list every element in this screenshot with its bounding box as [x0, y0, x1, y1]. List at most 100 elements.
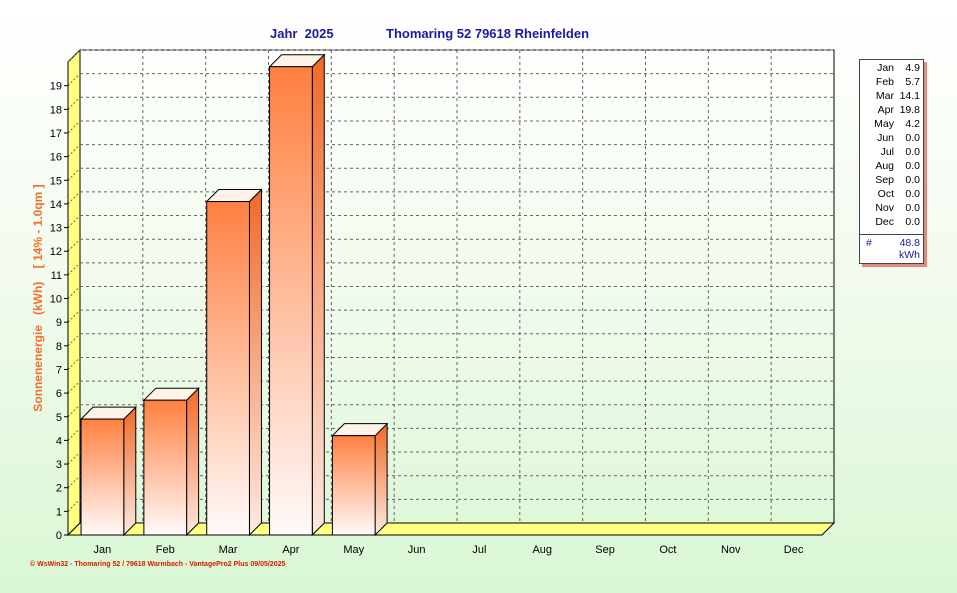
gridline-side: [67, 404, 81, 418]
gridline-side: [67, 333, 81, 347]
bar-jan: [79, 405, 137, 537]
y-tick-label: 18: [50, 104, 62, 116]
gridline-side: [67, 475, 81, 489]
value-legend: Jan 4.9 Feb 5.7 Mar 14.1 Apr 19.8 May 4.2 Jun 0.0 Ju…: [859, 59, 924, 264]
legend-total-value: 48.8: [899, 237, 920, 249]
bar-may: [331, 422, 389, 537]
legend-row: Jun 0.0: [860, 132, 923, 146]
legend-value: 0.0: [905, 174, 920, 186]
x-tick-label: Mar: [219, 544, 238, 556]
bar-front: [331, 435, 376, 536]
legend-row: May 4.2: [860, 118, 923, 132]
legend-row: Nov 0.0: [860, 202, 923, 216]
gridline-side: [67, 309, 81, 323]
legend-month: Apr: [877, 104, 894, 116]
legend-row: Feb 5.7: [860, 76, 923, 90]
legend-value: 19.8: [899, 104, 920, 116]
gridline-side: [67, 498, 81, 512]
floor-platform: [66, 522, 836, 536]
y-tick-label: 17: [50, 128, 62, 140]
legend-row: Oct 0.0: [860, 188, 923, 202]
x-tick-label: Aug: [532, 544, 552, 556]
y-tick-label: 8: [56, 341, 62, 353]
legend-value: 14.1: [899, 90, 920, 102]
legend-value: 5.7: [905, 76, 920, 88]
chart-location-title: Thomaring 52 79618 Rheinfelden: [386, 26, 590, 41]
gridline-side: [67, 428, 81, 441]
legend-value: 0.0: [905, 132, 920, 144]
y-tick-label: 15: [50, 175, 62, 187]
bar-side: [374, 422, 388, 537]
gridline-side: [67, 357, 81, 370]
y-tick-label: 14: [50, 199, 62, 211]
bar-side: [123, 405, 137, 537]
legend-total-symbol: #: [866, 237, 872, 249]
y-tick-label: 13: [50, 223, 62, 235]
y-tick-label: 4: [56, 435, 62, 447]
legend-value: 4.2: [905, 118, 920, 130]
gridline-side: [67, 49, 81, 63]
bar-feb: [142, 386, 200, 537]
bar-front: [206, 201, 250, 536]
x-tick-label: Jul: [472, 544, 486, 556]
gridline-side: [67, 380, 81, 394]
y-tick-label: 5: [56, 412, 62, 424]
bar-front: [80, 418, 125, 536]
legend-row: Apr 19.8: [860, 104, 923, 118]
chart-year-title: Jahr 2025: [270, 26, 334, 41]
legend-month: Jun: [877, 132, 894, 144]
gridline-side: [67, 96, 81, 110]
gridline-side: [67, 238, 81, 252]
legend-row: Dec 0.0: [860, 216, 923, 230]
gridline-side: [67, 262, 81, 276]
gridline-side: [67, 167, 81, 181]
legend-month: Feb: [875, 76, 894, 88]
y-tick-label: 12: [50, 246, 62, 258]
y-tick-label: 3: [56, 459, 62, 471]
x-tick-label: Feb: [156, 544, 175, 556]
legend-row: Sep 0.0: [860, 174, 923, 188]
y-tick-label: 0: [56, 530, 62, 542]
legend-month: Aug: [875, 160, 894, 172]
legend-value: 0.0: [905, 188, 920, 200]
y-tick-label: 16: [50, 152, 62, 164]
bar-front: [269, 66, 313, 536]
x-tick-label: Oct: [659, 544, 676, 556]
y-tick-label: 10: [50, 294, 62, 306]
legend-value: 0.0: [905, 202, 920, 214]
gridline-side: [67, 120, 81, 134]
bar-side: [186, 386, 200, 537]
legend-value: 0.0: [905, 160, 920, 172]
gridline-side: [67, 73, 81, 87]
y-tick-label: 19: [50, 81, 62, 93]
gridline-side: [67, 144, 81, 157]
legend-month: Dec: [875, 216, 894, 228]
bar-front: [143, 399, 188, 536]
bar-side: [248, 188, 262, 537]
y-tick-label: 2: [56, 483, 62, 495]
legend-row: Jul 0.0: [860, 146, 923, 160]
y-tick-label: 11: [51, 270, 62, 282]
legend-month: Nov: [875, 202, 894, 214]
y-tick-label: 1: [56, 506, 62, 518]
x-tick-label: May: [343, 544, 364, 556]
bar-mar: [205, 188, 263, 537]
legend-row: Jan 4.9: [860, 62, 923, 76]
legend-row: Aug 0.0: [860, 160, 923, 174]
bar-apr: [268, 53, 326, 537]
legend-row: Mar 14.1: [860, 90, 923, 104]
legend-month: Jan: [877, 62, 894, 74]
gridline-side: [67, 215, 81, 228]
legend-value: 0.0: [905, 216, 920, 228]
y-tick-label: 9: [56, 317, 62, 329]
x-tick-label: Jun: [408, 544, 426, 556]
x-tick-label: Dec: [784, 544, 804, 556]
y-tick-label: 7: [56, 364, 62, 376]
x-tick-label: Apr: [282, 544, 299, 556]
legend-total-unit: kWh: [899, 249, 920, 261]
legend-month: Oct: [877, 188, 894, 200]
legend-month: Sep: [875, 174, 894, 186]
footer-credit: © WsWin32 - Thomaring 52 / 79618 Warmbac…: [30, 561, 286, 568]
gridline-side: [67, 286, 81, 299]
